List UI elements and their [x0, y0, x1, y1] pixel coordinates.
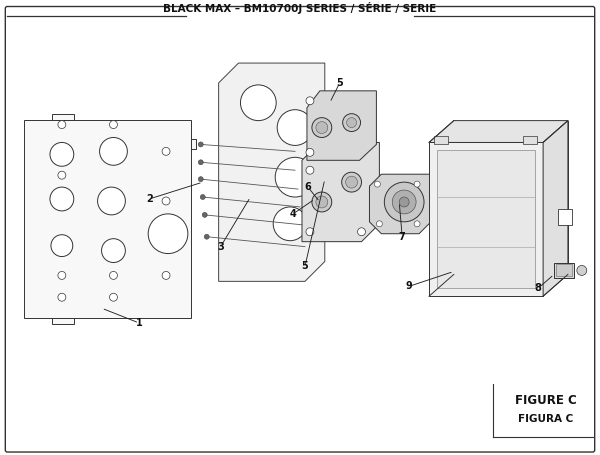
- Circle shape: [51, 235, 73, 257]
- Bar: [554, 263, 574, 278]
- Circle shape: [58, 171, 66, 179]
- Text: 2: 2: [146, 194, 152, 204]
- Text: 7: 7: [399, 232, 406, 242]
- Circle shape: [306, 97, 314, 105]
- Circle shape: [316, 121, 328, 133]
- Circle shape: [109, 121, 118, 129]
- Polygon shape: [370, 174, 431, 234]
- Circle shape: [58, 121, 66, 129]
- Circle shape: [376, 221, 382, 227]
- Circle shape: [306, 166, 314, 174]
- Bar: [523, 136, 537, 144]
- Circle shape: [101, 239, 125, 263]
- Polygon shape: [302, 142, 379, 242]
- Polygon shape: [191, 140, 196, 149]
- Circle shape: [306, 228, 314, 236]
- Circle shape: [241, 85, 276, 121]
- Text: 4: 4: [290, 209, 296, 219]
- Circle shape: [198, 142, 203, 147]
- Circle shape: [50, 187, 74, 211]
- Circle shape: [273, 207, 307, 241]
- Circle shape: [198, 160, 203, 165]
- Polygon shape: [24, 120, 191, 318]
- Polygon shape: [52, 318, 74, 324]
- Circle shape: [385, 182, 424, 222]
- Circle shape: [399, 197, 409, 207]
- Circle shape: [50, 142, 74, 166]
- Circle shape: [306, 148, 314, 157]
- Circle shape: [202, 212, 207, 217]
- Bar: [558, 209, 572, 225]
- Circle shape: [392, 190, 416, 214]
- Circle shape: [414, 221, 420, 227]
- Text: BLACK MAX – BM10700J SERIES / SÉRIE / SERIE: BLACK MAX – BM10700J SERIES / SÉRIE / SE…: [163, 2, 437, 15]
- Circle shape: [358, 228, 365, 236]
- Polygon shape: [307, 91, 376, 160]
- Text: 5: 5: [302, 262, 308, 272]
- Circle shape: [312, 118, 332, 137]
- Circle shape: [341, 172, 362, 192]
- Bar: [434, 136, 448, 144]
- Circle shape: [275, 157, 315, 197]
- Text: FIGURE C: FIGURE C: [515, 394, 577, 407]
- Circle shape: [374, 181, 380, 187]
- Circle shape: [204, 234, 209, 239]
- Circle shape: [198, 177, 203, 182]
- Circle shape: [100, 137, 127, 165]
- Circle shape: [312, 192, 332, 212]
- Polygon shape: [543, 121, 568, 296]
- Polygon shape: [52, 114, 74, 120]
- Circle shape: [98, 187, 125, 215]
- Text: 8: 8: [535, 283, 542, 293]
- Text: 6: 6: [305, 182, 311, 192]
- Polygon shape: [429, 142, 543, 296]
- Circle shape: [200, 195, 205, 199]
- Circle shape: [343, 114, 361, 131]
- Text: 5: 5: [337, 78, 343, 88]
- Polygon shape: [454, 121, 568, 274]
- Circle shape: [162, 272, 170, 279]
- Circle shape: [162, 147, 170, 155]
- Circle shape: [109, 272, 118, 279]
- Circle shape: [346, 176, 358, 188]
- Circle shape: [148, 214, 188, 253]
- Polygon shape: [218, 63, 325, 281]
- Text: FIGURA C: FIGURA C: [518, 415, 574, 424]
- Text: 9: 9: [406, 281, 413, 291]
- Polygon shape: [429, 121, 568, 142]
- Circle shape: [316, 196, 328, 208]
- Circle shape: [577, 265, 587, 275]
- Text: 3: 3: [217, 242, 224, 252]
- Circle shape: [162, 197, 170, 205]
- Circle shape: [277, 110, 313, 146]
- Circle shape: [109, 293, 118, 301]
- Bar: [556, 264, 572, 276]
- Circle shape: [58, 293, 66, 301]
- Text: 1: 1: [136, 318, 143, 328]
- Circle shape: [347, 118, 356, 127]
- Circle shape: [58, 272, 66, 279]
- Polygon shape: [437, 151, 535, 288]
- Circle shape: [414, 181, 420, 187]
